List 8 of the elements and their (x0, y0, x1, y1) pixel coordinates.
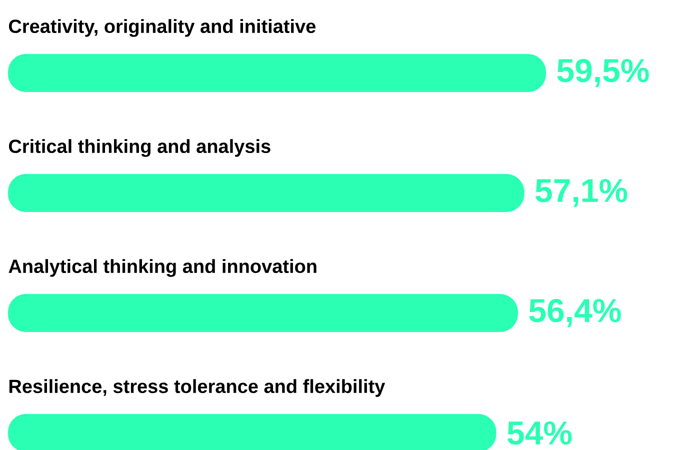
y-tick-label: Analytical thinking and innovation (8, 259, 316, 277)
y-tick-label: Creativity, originality and initiative (8, 19, 316, 37)
data-label: 57,1% (536, 178, 628, 208)
y-tick-label: Critical thinking and analysis (8, 139, 270, 157)
data-label: 59,5% (557, 58, 649, 88)
y-tick-label: Resilience, stress tolerance and flexibility (9, 379, 386, 397)
data-label: 54% (507, 421, 572, 445)
data-label: 56,4% (529, 298, 621, 328)
